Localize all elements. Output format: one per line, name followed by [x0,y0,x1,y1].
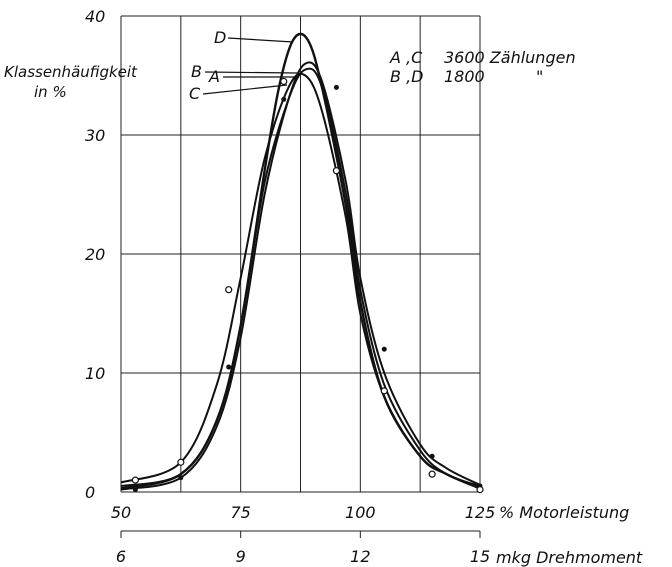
y-axis-label-line1: Klassenhäufigkeit [4,63,138,81]
series-c-label: C [189,84,201,103]
marker-c-point [177,458,185,466]
series-curves [120,32,481,491]
y-tick-label: 0 [85,483,95,502]
y-tick-label: 10 [85,364,105,383]
marker-a-point [132,487,138,493]
grid [120,15,481,538]
y-tick-label: 20 [85,245,105,264]
series-d-label: D [214,28,226,47]
series-a-label: A [208,67,220,86]
x-tick-label: 50 [111,503,131,522]
series-d-leader-line [227,37,294,43]
legend-ditto: " [536,67,543,86]
marker-a-point [333,84,339,90]
x2-tick-label: 12 [350,547,370,566]
marker-c-point [380,387,388,395]
legend-series-bd: B ,D [390,67,423,86]
marker-a-point [429,453,435,459]
marker-c-point [280,77,288,86]
legend-text-bd: 1800 [444,67,485,86]
series-b-line [120,61,481,491]
x2-axis-label: mkg Drehmoment [496,548,643,567]
data-markers [131,77,484,494]
marker-c-point [332,167,340,175]
x-tick-label: 100 [345,503,376,522]
legend-series-ac: A ,C [389,48,423,67]
x2-tick-label: 15 [470,547,490,566]
y-tick-label: 30 [85,126,105,145]
marker-a-point [381,346,387,352]
marker-c-point [225,286,233,294]
y-tick-label: 40 [85,7,105,26]
x-tick-label: 125 [465,503,496,522]
x-tick-label: 75 [230,503,250,522]
marker-c-point [428,470,436,478]
legend-text-ac: 3600 Zählungen [444,48,576,67]
y-axis-label-line2: in % [34,83,67,101]
marker-c-point [476,486,484,494]
series-d-line [120,32,481,490]
marker-a-point [226,364,232,370]
marker-a-point [281,96,287,102]
x2-tick-label: 9 [236,547,246,566]
marker-a-point [178,475,184,481]
x2-tick-label: 6 [116,547,126,566]
series-c-leader-line [202,84,288,95]
x-axis-label: % Motorleistung [499,503,629,522]
text-layer: Klassenhäufigkeit in % % Motorleistung m… [4,7,643,567]
marker-c-point [131,476,139,484]
series-b-label: B [191,62,202,81]
